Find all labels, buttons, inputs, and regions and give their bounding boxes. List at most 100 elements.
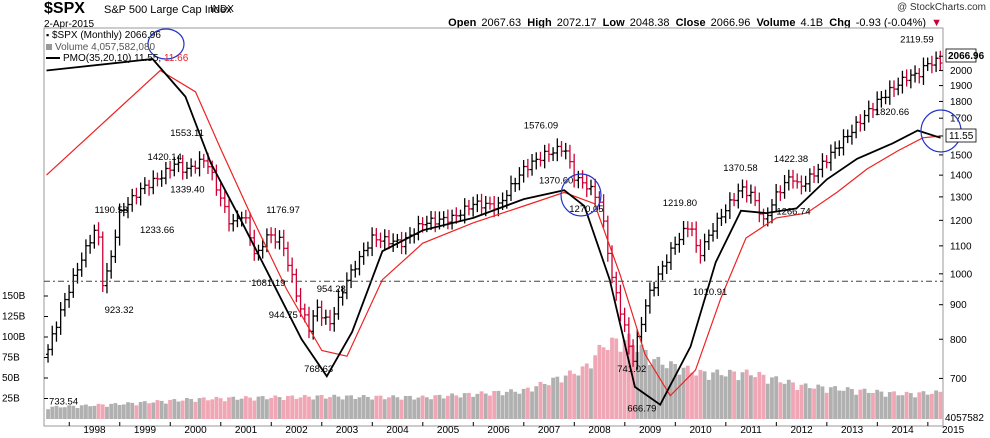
volume-bar — [875, 389, 880, 419]
volume-bar — [513, 391, 518, 419]
volume-bar — [412, 399, 417, 419]
volume-bar — [155, 400, 160, 419]
volume-bar — [353, 398, 358, 419]
legend-pmo-text: PMO(35,20,10) 11.55, — [63, 53, 162, 64]
volume-bar — [75, 408, 80, 419]
x-tick-label: 2012 — [790, 425, 813, 436]
volume-bar — [669, 361, 673, 419]
volume-bar — [210, 399, 215, 419]
volume-bottom-label: 4057582 — [945, 413, 984, 424]
volume-bar — [151, 402, 156, 419]
volume-bar — [816, 384, 821, 419]
volume-bar — [656, 356, 661, 419]
y-tick-label: 1100 — [950, 241, 972, 252]
pmo-swatch-icon — [46, 57, 60, 60]
volume-bar — [315, 395, 320, 419]
volume-bar — [117, 404, 122, 419]
volume-bar — [214, 396, 219, 419]
volume-bar — [458, 397, 463, 419]
volume-bar — [168, 399, 172, 419]
volume-bar — [58, 407, 63, 419]
volume-bar — [500, 395, 505, 419]
volume-bar — [774, 376, 779, 419]
volume-bar — [403, 395, 408, 419]
volume-bar — [913, 397, 917, 419]
volume-bar — [812, 388, 816, 419]
volume-bar — [517, 393, 522, 419]
volume-bar — [850, 389, 854, 419]
volume-bar — [605, 349, 610, 419]
volume-bar — [361, 395, 366, 419]
plot-frame — [43, 27, 944, 427]
volume-bar — [496, 390, 501, 419]
volume-bar — [492, 391, 497, 419]
volume-bar — [845, 387, 850, 419]
price-annotation: 741.02 — [617, 364, 646, 375]
volume-bar — [370, 399, 375, 419]
volume-bar — [302, 394, 307, 419]
vol-tick-label: 100B — [2, 332, 26, 343]
volume-bar — [866, 392, 871, 419]
y-tick-label: 1400 — [950, 171, 973, 182]
price-annotation: 1339.40 — [170, 184, 204, 195]
x-tick-label: 2001 — [235, 425, 258, 436]
volume-value: 4.1B — [800, 17, 824, 29]
volume-swatch-icon — [46, 44, 52, 51]
volume-bar — [791, 382, 795, 419]
chart-type-icon: ▪ — [46, 30, 50, 40]
volume-bar — [736, 380, 741, 419]
volume-bar — [530, 391, 534, 419]
x-tick-label: 2004 — [386, 425, 409, 436]
volume-bar — [462, 393, 467, 419]
price-annotation: 1370.58 — [723, 163, 757, 174]
price-annotation: 1553.11 — [170, 128, 204, 139]
volume-bar — [67, 405, 71, 419]
volume-bar — [597, 344, 602, 419]
x-tick-label: 2010 — [689, 425, 712, 436]
pmo-signal-line — [46, 69, 941, 397]
y-tick-label: 900 — [950, 300, 967, 311]
volume-bar — [580, 366, 585, 419]
volume-bar — [450, 393, 454, 419]
volume-bar — [294, 398, 299, 419]
volume-bar — [109, 403, 114, 419]
volume-bar — [887, 392, 892, 419]
volume-bar — [786, 379, 791, 419]
volume-bar — [593, 355, 598, 419]
price-annotation: 1081.19 — [251, 278, 285, 289]
volume-bar — [231, 396, 236, 419]
x-tick-label: 2000 — [184, 425, 207, 436]
chg-label: Chg — [829, 17, 851, 29]
price-annotation: 954.28 — [317, 284, 346, 295]
volume-bar — [475, 393, 480, 419]
price-annotation: 1270.05 — [569, 204, 603, 215]
high-value: 2072.17 — [556, 17, 597, 29]
volume-bar — [896, 395, 901, 419]
time-axis: 1998 1999 2000 2001 2002 2003 2004 2005 2006 2007… — [68, 422, 965, 436]
volume-bar — [690, 372, 694, 419]
volume-bar — [744, 369, 749, 419]
x-tick-label: 2015 — [942, 425, 965, 436]
volume-bar — [260, 396, 265, 419]
volume-bar — [92, 405, 97, 419]
volume-bar — [471, 396, 476, 419]
y-tick-label: 1500 — [950, 150, 973, 161]
volume-bar — [159, 400, 164, 419]
volume-bar — [100, 404, 105, 419]
volume-bar — [521, 388, 526, 419]
volume-bar — [757, 371, 762, 419]
x-tick-label: 2006 — [487, 425, 510, 436]
x-tick-label: 2005 — [437, 425, 460, 436]
x-tick-label: 2011 — [740, 425, 762, 436]
volume-bar — [391, 395, 396, 419]
volume-bar — [467, 392, 471, 419]
volume-bar — [424, 397, 429, 419]
y-tick-label: 1300 — [950, 192, 973, 203]
y-tick-label: 2000 — [950, 66, 973, 77]
volume-bar — [281, 399, 286, 419]
volume-bar — [50, 406, 55, 419]
volume-bar — [761, 374, 766, 419]
volume-bar — [723, 376, 728, 419]
volume-bar — [929, 393, 934, 419]
